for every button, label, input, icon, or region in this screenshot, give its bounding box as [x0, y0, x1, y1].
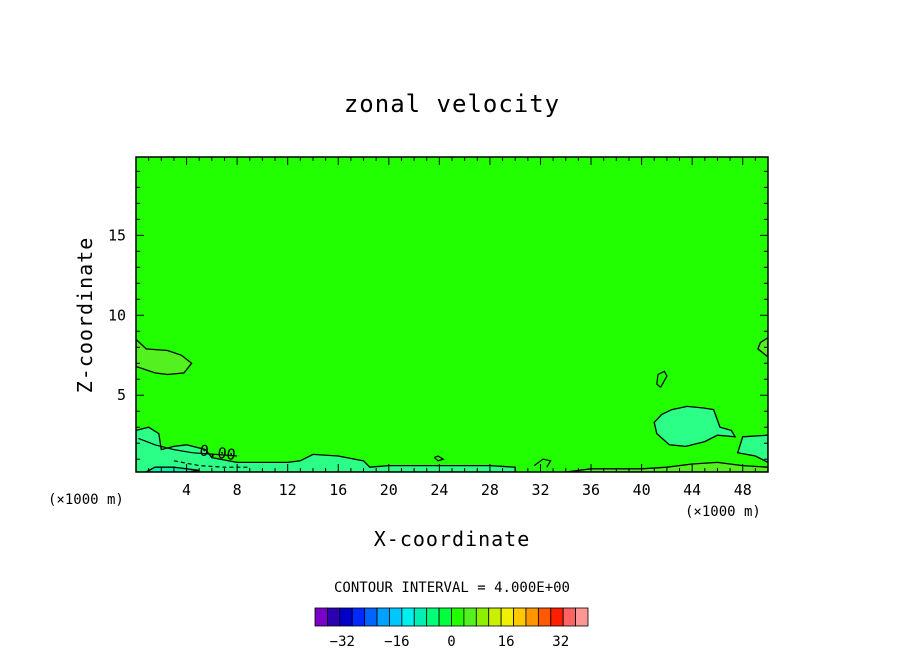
colorbar-swatch: [451, 607, 465, 627]
contour-line: [656, 370, 668, 388]
x-tick-label: 48: [734, 481, 752, 499]
colorbar-tick-labels: −32 −16 0 16 32: [330, 634, 569, 650]
colorbar-swatch: [426, 607, 440, 627]
x-tick-label: 4: [182, 481, 191, 499]
contour-line: [533, 458, 552, 468]
colorbar-swatch: [351, 607, 366, 627]
contour-labels: 0.00: [198, 441, 236, 464]
x-tick-label: 8: [233, 481, 242, 499]
colorbar-title: CONTOUR INTERVAL = 4.000E+00: [334, 580, 570, 596]
x-tick-label: 32: [531, 481, 549, 499]
colorbar-swatch: [376, 607, 390, 627]
contour-region-positive-blob-upper-left: [136, 338, 193, 376]
x-tick-label: 20: [380, 481, 398, 499]
colorbar-swatch: [488, 607, 502, 627]
colorbar-swatch: [550, 607, 564, 627]
x-tick-label: 12: [279, 481, 297, 499]
colorbar-tick-label: 32: [552, 634, 569, 650]
colorbar-swatch: [475, 607, 490, 627]
contour-region-negative-edge-right: [736, 434, 768, 464]
colorbar-swatch: [389, 607, 403, 627]
colorbar-swatch: [562, 607, 576, 627]
colorbar-swatch: [463, 607, 477, 627]
plot-area: 0.00: [135, 156, 769, 473]
colorbar-tick-label: 16: [498, 634, 515, 650]
colorbar-swatch: [525, 607, 539, 627]
y-tick-label: 15: [108, 226, 126, 244]
colorbar-swatch: [339, 607, 353, 627]
x-tick-label: 24: [430, 481, 448, 499]
colorbar-swatch: [314, 607, 328, 627]
x-axis-ticks: 4 8 12 16 20 24 28 32 36 40 44 48: [148, 157, 756, 499]
contour-label: 0.00: [198, 441, 236, 464]
x-tick-label: 36: [582, 481, 600, 499]
contour-line: [433, 455, 445, 462]
x-axis-title: X-coordinate: [374, 527, 531, 551]
colorbar-swatch: [401, 607, 415, 627]
colorbar-swatch: [513, 607, 527, 627]
colorbar-swatch: [500, 607, 514, 627]
contour-line: [138, 437, 238, 457]
y-axis-ticks: 5 10 15: [108, 170, 768, 460]
colorbar: [314, 607, 589, 627]
x-tick-label: 28: [481, 481, 499, 499]
colorbar-swatch: [413, 607, 428, 627]
colorbar-swatch: [327, 607, 341, 627]
colorbar-swatch: [438, 607, 452, 627]
chart-title: zonal velocity: [344, 90, 560, 118]
y-tick-label: 10: [108, 306, 126, 324]
colorbar-tick-label: 0: [447, 634, 455, 650]
contour-region-negative-blob-right: [653, 405, 737, 448]
colorbar-tick-label: −16: [384, 634, 409, 650]
y-tick-label: 5: [117, 386, 126, 404]
x-tick-label: 16: [329, 481, 347, 499]
colorbar-swatch: [537, 607, 552, 627]
colorbar-swatch: [364, 607, 378, 627]
y-axis-title: Z-coordinate: [73, 237, 97, 394]
contour-fill-regions: [136, 336, 768, 472]
x-unit-label-left: (×1000 m): [48, 492, 124, 508]
x-unit-label-right: (×1000 m): [685, 504, 761, 520]
x-tick-label: 40: [633, 481, 651, 499]
colorbar-swatch: [575, 607, 589, 627]
contour-region-positive-edge-right: [757, 336, 768, 358]
x-tick-label: 44: [683, 481, 701, 499]
colorbar-tick-label: −32: [330, 634, 355, 650]
